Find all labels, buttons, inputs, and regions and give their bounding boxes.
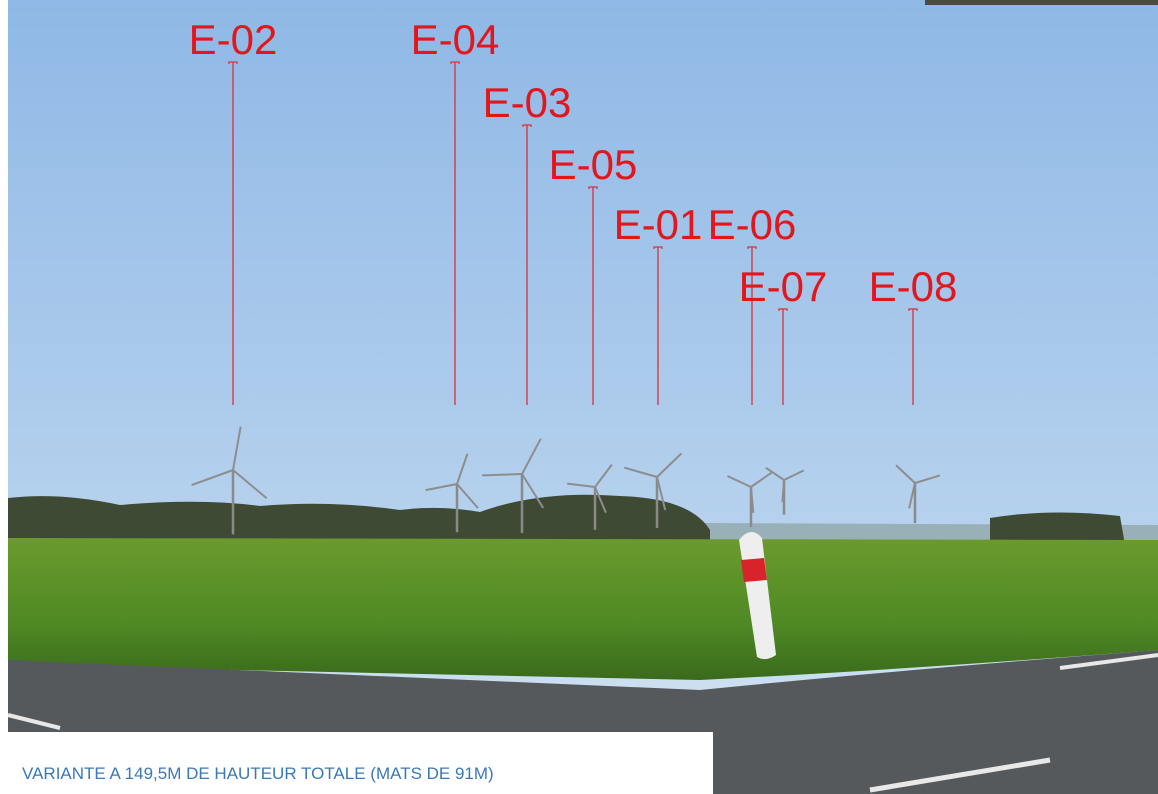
turbine-label: E-08	[869, 263, 958, 310]
turbine-label: E-02	[189, 16, 278, 63]
turbine-label: E-05	[549, 141, 638, 188]
turbine-label: E-04	[411, 16, 500, 63]
caption-box	[0, 732, 713, 794]
caption: VARIANTE A 149,5M DE HAUTEUR TOTALE (MAT…	[22, 764, 494, 783]
turbine-label: E-03	[483, 79, 572, 126]
turbine-label: E-01	[614, 201, 703, 248]
turbine-label: E-07	[739, 263, 828, 310]
corner-patch	[925, 0, 1158, 5]
photomontage: E-02 E-04 E-03 E-05 E-01E-06 E-07 E-08 VARIANT…	[0, 0, 1158, 794]
field	[8, 538, 1158, 680]
turbine-blade	[482, 474, 522, 475]
turbine-label: E-06	[708, 201, 797, 248]
